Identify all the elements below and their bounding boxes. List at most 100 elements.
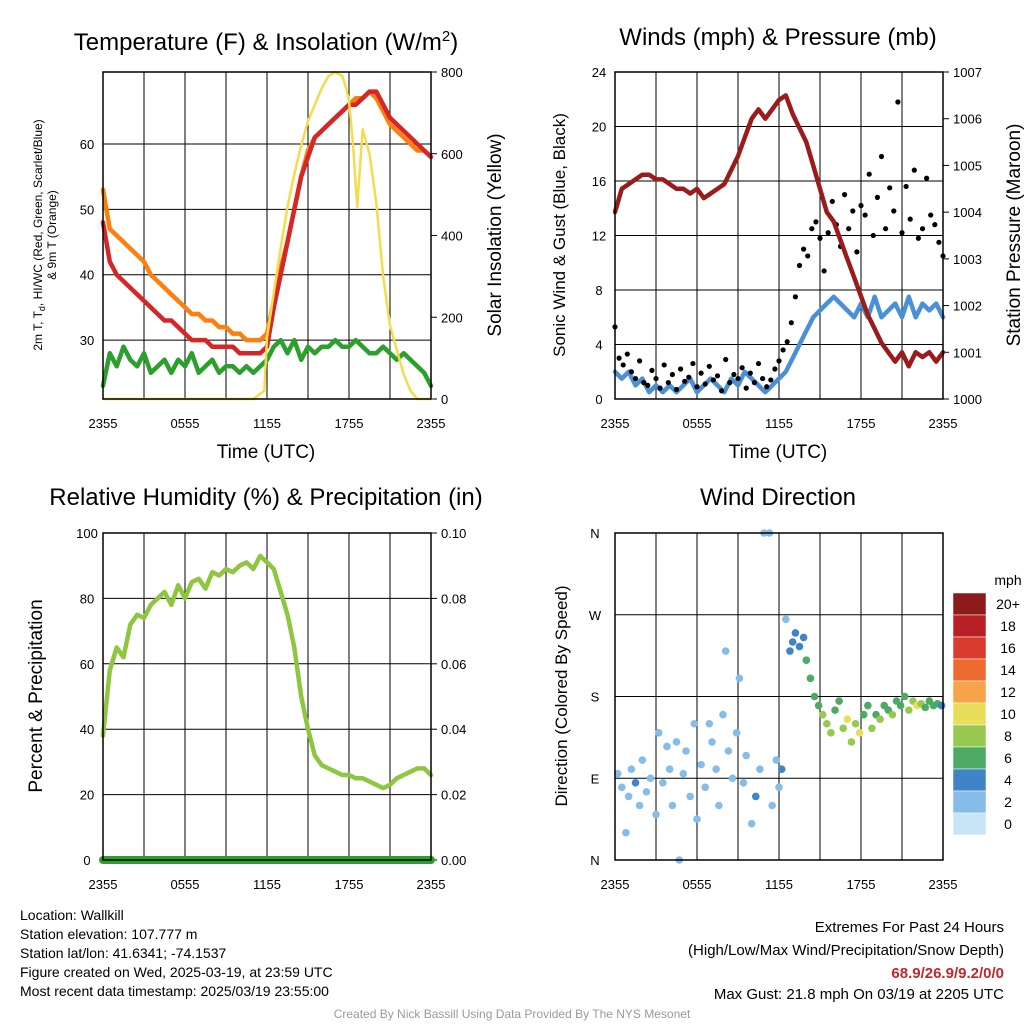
gust-point: [653, 375, 659, 382]
y-tick-label: W: [589, 608, 602, 623]
direction-point: [876, 715, 884, 724]
colorbar-label: 8: [1004, 728, 1012, 744]
gust-point: [723, 356, 729, 363]
gust-point: [665, 380, 671, 386]
direction-point: [631, 778, 640, 787]
plot-frame: [614, 532, 944, 861]
gust-point: [628, 369, 635, 375]
colorbar-label: 4: [1004, 772, 1012, 788]
y-tick-label: E: [591, 771, 600, 786]
gust-point: [624, 351, 630, 357]
direction-point: [638, 756, 647, 764]
elevation-text: Station elevation: 107.777 m: [20, 926, 198, 942]
x-tick-label: 1155: [765, 416, 793, 431]
direction-point: [896, 701, 905, 710]
direction-point: [728, 774, 737, 783]
x-tick-label: 1755: [847, 416, 876, 431]
gust-point: [719, 388, 725, 394]
direction-point: [791, 629, 800, 637]
x-tick-label: 1755: [847, 877, 876, 892]
direction-point: [721, 647, 730, 655]
temperature-ylabel: 2m T, Td, HI/WC (Red, Green, Scarlet/Blu…: [31, 119, 47, 350]
direction-point: [900, 692, 909, 701]
x-tick-label: 1755: [335, 877, 364, 892]
gust-point: [694, 384, 700, 390]
y2-tick-label: 1006: [953, 112, 982, 127]
gust-point: [915, 235, 922, 241]
gust-point: [755, 360, 762, 367]
gust-point: [899, 230, 905, 236]
colorbar-swatch: [952, 812, 987, 836]
direction-point: [712, 765, 720, 773]
direction-point: [642, 788, 651, 796]
gust-point: [870, 232, 876, 239]
plot-frame: [102, 71, 432, 400]
winds-y2label: Station Pressure (Maroon): [1004, 124, 1024, 347]
colorbar-swatch: [952, 746, 987, 770]
plot-frame: [614, 71, 944, 400]
y2-tick-label: 0.10: [441, 526, 466, 541]
gust-point: [632, 375, 639, 382]
y-tick-label: 40: [80, 268, 94, 283]
gust-point: [792, 294, 799, 300]
direction-point: [777, 765, 786, 773]
gust-point: [682, 378, 688, 384]
direction-point: [724, 747, 733, 755]
direction-point: [654, 729, 663, 737]
direction-point: [679, 769, 688, 778]
gust-point: [817, 235, 823, 241]
direction-point: [868, 724, 876, 733]
y2-tick-label: 0.08: [441, 591, 466, 606]
direction-point: [652, 810, 660, 819]
gust-point: [698, 370, 704, 376]
gust-point: [907, 216, 913, 222]
direction-point: [839, 724, 848, 733]
gust-point: [846, 226, 852, 232]
gust-point: [862, 212, 868, 218]
y-tick-label: 0: [595, 392, 602, 407]
gust-point: [645, 382, 651, 388]
x-tick-label: 0555: [683, 877, 712, 892]
gust-point: [743, 385, 749, 391]
latlon-text: Station lat/lon: 41.6341; -74.1537: [20, 945, 227, 961]
direction-point: [668, 801, 677, 810]
direction-point: [686, 792, 694, 801]
wind-direction-ylabel: Direction (Colored By Speed): [552, 585, 571, 806]
gust-point: [796, 262, 803, 269]
temperature-chart-title: Temperature (F) & Insolation (W/m2): [74, 28, 458, 56]
gust-point: [813, 219, 819, 225]
winds-ylabel: Sonic Wind & Gust (Blue, Black): [550, 113, 569, 357]
direction-point: [719, 710, 727, 719]
gust-point: [821, 268, 827, 274]
gust-point: [657, 385, 663, 391]
direction-point: [847, 738, 856, 746]
humidity-ylabel: Percent & Precipitation: [26, 599, 47, 792]
gust-point: [669, 371, 676, 378]
colorbar-label: 6: [1004, 750, 1012, 766]
gust-point: [809, 226, 815, 232]
gust-point: [825, 230, 831, 236]
direction-point: [905, 706, 913, 714]
direction-point: [672, 738, 681, 746]
extremes-panel: Extremes For Past 24 Hours (High/Low/Max…: [688, 916, 1004, 1005]
y-tick-label: 8: [595, 283, 602, 298]
direction-point: [618, 783, 626, 792]
gust-point: [649, 367, 655, 373]
gust-point: [805, 253, 811, 259]
direction-point: [827, 729, 835, 737]
y-tick-label: 4: [595, 338, 602, 353]
direction-point: [795, 642, 804, 651]
y2-tick-label: 1003: [953, 252, 982, 267]
colorbar-label: 12: [1000, 684, 1016, 700]
gust-point: [637, 358, 643, 364]
gust-point: [883, 226, 889, 232]
x-tick-label: 2355: [601, 877, 630, 892]
direction-point: [864, 701, 872, 710]
gust-point: [928, 212, 934, 218]
colorbar-label: 18: [1000, 618, 1016, 634]
direction-point: [613, 769, 622, 778]
colorbar-swatch: [952, 658, 987, 682]
gust-point: [932, 222, 938, 228]
y2-tick-label: 1005: [953, 158, 982, 173]
direction-point: [772, 756, 781, 764]
